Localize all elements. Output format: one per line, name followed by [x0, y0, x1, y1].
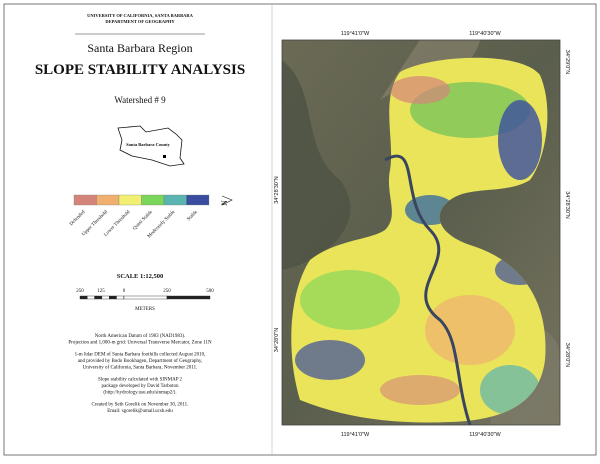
note-line: and provided by Bodo Bookhagen, Departme… — [78, 359, 203, 364]
scale-segment — [108, 295, 117, 300]
legend-swatch — [118, 194, 142, 206]
scale-units: METERS — [135, 307, 155, 312]
title: SLOPE STABILITY ANALYSIS — [35, 62, 245, 78]
coord-label: 34°28'0"N — [274, 328, 280, 352]
inset-label: Santa Barbara County — [126, 142, 171, 147]
department: DEPARTMENT OF GEOGRAPHY — [105, 19, 175, 24]
scale-segment — [87, 295, 95, 300]
scale-segment — [166, 295, 211, 300]
coord-label: 34°28'30"N — [564, 191, 570, 219]
scale-tick-label: 250 — [163, 289, 171, 294]
scale-segment — [116, 295, 125, 300]
notes: North American Datum of 1983 (NAD1983). P… — [68, 334, 212, 414]
north-arrow — [221, 195, 233, 206]
creek — [384, 154, 472, 425]
county-outline — [117, 125, 185, 167]
scale-segment — [101, 295, 110, 300]
note-line: University of California, Santa Barbara,… — [83, 366, 198, 371]
north-label: N — [220, 200, 229, 206]
watershed-marker — [163, 155, 166, 158]
legend-label: Quasi Stable — [132, 209, 154, 231]
scale-bar: 250 125 0 250 500 — [76, 289, 214, 300]
scale-tick-label: 0 — [123, 289, 126, 294]
scale-segment — [79, 295, 88, 300]
note-line: Created by Seth Gorelik on November 30, … — [92, 403, 189, 408]
map-frame — [282, 40, 560, 425]
legend-swatch — [96, 194, 120, 206]
scale-segment — [123, 295, 168, 300]
note-line: 1-m lidar DEM of Santa Barbara foothills… — [75, 353, 206, 358]
legend-swatch — [163, 194, 187, 206]
coord-label: 119°40'30"W — [469, 432, 501, 438]
legend-label: Defended — [69, 210, 87, 228]
outer-border — [3, 3, 597, 456]
scale-title: SCALE 1:12,500 — [117, 273, 164, 280]
coord-label: 119°41'0"W — [341, 432, 370, 438]
coord-label: 34°28'30"N — [274, 176, 280, 204]
legend-label: Stable — [187, 209, 200, 222]
coord-label: 119°41'0"W — [341, 31, 370, 37]
scale-tick-label: 125 — [97, 289, 105, 294]
coord-label: 119°40'30"W — [469, 31, 501, 37]
university: UNIVERSITY OF CALIFORNIA, SANTA BARBARA — [87, 13, 193, 18]
note-line: package developed by David Tarboton — [101, 384, 179, 389]
coord-label: 34°28'0"N — [564, 343, 570, 367]
note-line: North American Datum of 1983 (NAD1983). — [95, 334, 186, 339]
coord-label: 34°29'0"N — [564, 50, 570, 74]
note-line: Email: sgorelik@umail.ucsb.edu — [107, 409, 173, 414]
scale-segment — [94, 295, 103, 300]
watershed: Watershed # 9 — [114, 95, 166, 105]
legend-swatch — [73, 194, 97, 206]
note-line: (http://hydrology.usu.edu/sinmap2/). — [103, 391, 176, 396]
note-line: Projection and 1,000-m grid: Universal T… — [68, 341, 212, 346]
scale-tick-label: 250 — [76, 289, 84, 294]
terrain — [282, 60, 351, 270]
region: Santa Barbara Region — [87, 41, 192, 55]
coordinates: 119°41'0"W 119°41'0"W 119°40'30"W 119°40'30… — [274, 31, 570, 438]
legend-swatch — [186, 194, 210, 206]
map-border — [281, 39, 561, 426]
scale-tick-label: 500 — [206, 289, 214, 294]
note-line: Slope stability calculated with SINMAP 2 — [98, 378, 183, 383]
legend-swatch — [141, 194, 165, 206]
